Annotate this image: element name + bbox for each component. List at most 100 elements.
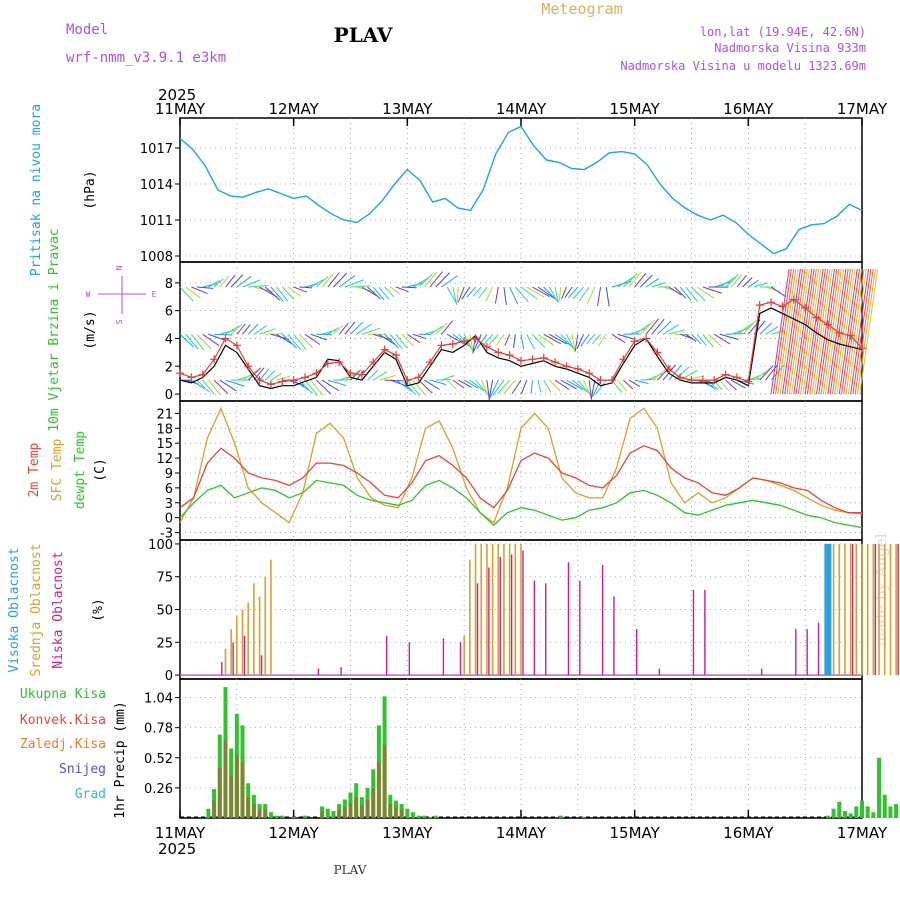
- wind-speed-marker: [778, 302, 787, 311]
- wind-direction-arrow: [338, 374, 356, 381]
- wind-direction-arrow: [806, 268, 826, 395]
- wind-speed-marker: [221, 334, 230, 343]
- wind-direction-arrow: [781, 268, 801, 395]
- wind-direction-arrow: [854, 268, 874, 395]
- wind-direction-arrow: [310, 333, 328, 341]
- wind-direction-arrow: [293, 286, 308, 293]
- wind-speed-marker: [301, 373, 310, 382]
- wind-direction-arrow: [576, 334, 584, 349]
- wind-direction-arrow: [617, 275, 635, 288]
- wind-speed-marker: [323, 359, 332, 368]
- wind-speed-marker: [357, 370, 366, 379]
- wind-direction-arrow: [469, 379, 485, 392]
- wind-speed-marker: [607, 376, 616, 385]
- wind-direction-arrow: [401, 379, 417, 395]
- wind-direction-arrow: [247, 323, 259, 335]
- precip-total-bar: [422, 815, 427, 818]
- wind-direction-arrow: [668, 286, 682, 296]
- product-title: Meteogram: [541, 0, 622, 18]
- y-tick-label: 4: [165, 332, 173, 347]
- wind-speed-marker: [835, 328, 844, 337]
- wind-direction-arrow: [281, 333, 298, 349]
- wind-direction-arrow: [461, 286, 471, 300]
- y-tick-label: 0: [165, 512, 173, 527]
- wind-direction-arrow: [485, 286, 494, 302]
- wind-direction-arrow: [338, 322, 349, 335]
- pressure-axis-label: Pritisak na nivou mora: [29, 104, 44, 276]
- wind-direction-arrow: [645, 318, 659, 335]
- temp-label-dewpt: dewpt Temp: [73, 431, 88, 509]
- wind-direction-arrow: [537, 380, 542, 393]
- y-tick-label: 75: [156, 571, 173, 586]
- y-tick-label: 0: [165, 388, 173, 403]
- wind-direction-arrow: [310, 379, 324, 396]
- wind-direction-arrow: [560, 333, 575, 350]
- precip-total-bar: [882, 794, 887, 818]
- precip-total-bar: [411, 812, 416, 818]
- wind-speed-marker: [642, 334, 651, 343]
- wind-speed-marker: [528, 355, 537, 364]
- wind-direction-arrow: [759, 322, 773, 335]
- wind-direction-arrow: [452, 286, 458, 306]
- wind-direction-arrow: [202, 333, 220, 346]
- y-tick-label: 9: [165, 467, 173, 482]
- wind-direction-arrow: [809, 268, 829, 395]
- precip-total-bar: [854, 806, 859, 818]
- wind-direction-arrow: [668, 364, 683, 381]
- wind-direction-arrow: [702, 333, 714, 348]
- precip-stratiform-bar: [246, 797, 251, 818]
- wind-direction-arrow: [590, 380, 596, 400]
- wind-direction-arrow: [679, 369, 698, 381]
- precip-stratiform-bar: [393, 807, 398, 818]
- wind-speed-marker: [255, 376, 264, 385]
- wind-speed-marker: [732, 373, 741, 382]
- wind-direction-arrow: [504, 334, 511, 346]
- wind-direction-arrow: [691, 286, 706, 302]
- wind-direction-arrow: [494, 286, 499, 304]
- wind-direction-arrow: [651, 369, 667, 381]
- wind-direction-arrow: [558, 286, 562, 302]
- wind-speed-marker: [858, 344, 866, 353]
- wind-speed-marker: [437, 341, 446, 350]
- wind-direction-arrow: [520, 379, 528, 395]
- wind-direction-arrow: [478, 286, 488, 299]
- wind-direction-arrow: [225, 379, 245, 387]
- wind-direction-arrow: [719, 276, 736, 288]
- precip-total-bar: [877, 757, 882, 818]
- wind-direction-arrow: [202, 379, 215, 395]
- wind-direction-arrow: [458, 379, 472, 388]
- wind-speed-marker: [619, 355, 628, 364]
- x-tick-label-bottom: 14MAY: [496, 824, 547, 842]
- wind-speed-marker: [698, 376, 707, 385]
- precip-stratiform-bar: [234, 755, 239, 818]
- wind-direction-arrow: [719, 333, 739, 340]
- wind-direction-arrow: [378, 374, 396, 381]
- wind-speed-marker: [653, 348, 662, 357]
- wind-direction-arrow: [486, 380, 490, 400]
- y-tick-label: 2: [165, 360, 173, 375]
- wind-direction-arrow: [395, 333, 408, 349]
- wind-direction-arrow: [230, 274, 244, 288]
- cloud-label-high: Visoka Oblacnost: [7, 547, 22, 672]
- wind-direction-arrow: [611, 333, 626, 344]
- wind-direction-arrow: [532, 286, 550, 298]
- wind-speed-marker: [210, 355, 219, 364]
- wind-speed-marker: [346, 369, 355, 378]
- wind-speed-marker: [551, 358, 560, 367]
- wind-direction-arrow: [578, 286, 590, 302]
- wind-speed-marker: [335, 358, 344, 367]
- wind-direction-arrow: [764, 364, 779, 381]
- wind-direction-arrow: [628, 272, 642, 288]
- wind-direction-arrow: [489, 379, 499, 399]
- wind-speed-marker: [744, 377, 753, 386]
- wind-direction-arrow: [264, 286, 281, 301]
- precip-label-total: Ukupna Kisa: [20, 687, 106, 702]
- wind-speed-marker: [176, 369, 184, 378]
- wind-direction-arrow: [185, 286, 201, 299]
- wind-direction-arrow: [293, 333, 307, 350]
- precip-stratiform-bar: [359, 805, 364, 818]
- wind-direction-arrow: [838, 268, 858, 395]
- wind-direction-arrow: [384, 333, 399, 349]
- wind-direction-arrow: [668, 329, 686, 335]
- wind-direction-arrow: [350, 285, 371, 288]
